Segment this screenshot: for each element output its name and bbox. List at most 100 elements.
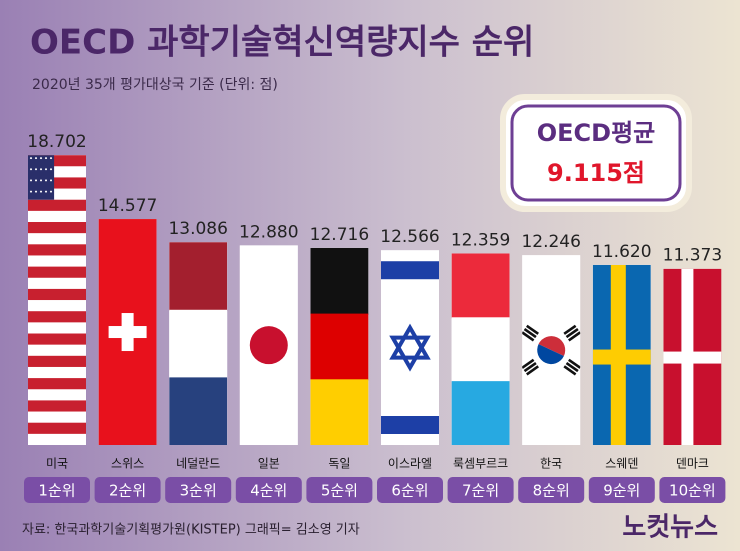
- rank-label: 6순위: [391, 482, 428, 500]
- flag-part: [28, 300, 86, 312]
- rank-label: 7순위: [462, 482, 499, 500]
- flag-part: [28, 311, 86, 323]
- logo: 노컷뉴스: [622, 513, 718, 543]
- flag: [451, 253, 510, 445]
- flag-part: [565, 328, 579, 339]
- flag-part: [50, 179, 52, 182]
- flag-part: [563, 365, 577, 376]
- flag-part: [451, 381, 510, 445]
- flag-part: [28, 288, 86, 301]
- flag-part: [381, 261, 439, 280]
- flag-part: [526, 324, 539, 335]
- flag: [310, 247, 369, 445]
- rank-pill: [518, 477, 585, 503]
- flag-part: [28, 277, 86, 290]
- flag-part: [35, 168, 37, 171]
- flag-part: [28, 155, 55, 200]
- flag-part: [108, 326, 147, 339]
- x-tick-label: 스웨덴: [605, 457, 638, 471]
- flag-part: [40, 179, 42, 182]
- rank-label: 8순위: [533, 482, 570, 500]
- flag-part: [28, 166, 86, 178]
- flag-part: [28, 366, 86, 379]
- flag-part: [523, 362, 537, 373]
- flag-part: [50, 168, 52, 171]
- source: 자료: 한국과학기술기획평가원(KISTEP) 그래픽= 김소영 기자: [22, 523, 360, 538]
- flag-part: [681, 268, 694, 445]
- flag-part: [30, 190, 32, 193]
- x-tick-label: 덴마크: [676, 457, 709, 471]
- flag-part: [310, 247, 369, 315]
- value-label: 13.086: [168, 219, 227, 239]
- flag-part: [28, 378, 86, 390]
- x-tick-label: 한국: [540, 457, 562, 471]
- flag-part: [610, 264, 626, 445]
- flag-part: [28, 199, 86, 212]
- rank-pill: [306, 477, 373, 503]
- flag: [28, 155, 86, 446]
- flag-part: [40, 157, 42, 160]
- flag-part: [169, 242, 228, 311]
- flag-part: [30, 157, 32, 160]
- rank-pill: [94, 477, 161, 503]
- rank-pill: [588, 477, 655, 503]
- flag-part: [28, 244, 86, 256]
- flag-part: [50, 190, 52, 193]
- rank-pill: [24, 477, 90, 503]
- x-tick-label: 이스라엘: [388, 457, 432, 471]
- rank-label: 2순위: [109, 482, 146, 500]
- flag-part: [522, 358, 535, 369]
- flag-part: [28, 333, 86, 345]
- flag-part: [28, 233, 86, 245]
- flag: [98, 219, 157, 445]
- flag: [169, 242, 228, 445]
- flag-part: [28, 433, 86, 446]
- chart-subtitle: 2020년 35개 평가대상국 기준 (단위: 점): [32, 77, 278, 93]
- value-label: 18.702: [27, 132, 86, 152]
- flag-part: [35, 179, 37, 182]
- rank-pill: [447, 477, 514, 503]
- rank-pill: [659, 477, 726, 503]
- rank-label: 4순위: [250, 482, 287, 500]
- average-box: [510, 104, 682, 202]
- x-tick-label: 독일: [328, 457, 350, 471]
- rank-pill: [235, 477, 302, 503]
- value-label: 14.577: [98, 196, 157, 216]
- rank-pill: [165, 477, 232, 503]
- flag-part: [28, 188, 86, 201]
- flag-part: [526, 365, 539, 376]
- flag-part: [451, 317, 510, 383]
- flag-part: [30, 168, 32, 171]
- flag-part: [565, 362, 579, 373]
- x-tick-label: 룩셈부르크: [453, 457, 508, 471]
- value-label: 12.716: [310, 225, 369, 245]
- flag-part: [40, 168, 42, 171]
- flag: [381, 250, 439, 445]
- value-label: 11.620: [592, 242, 651, 262]
- flag-part: [523, 328, 537, 339]
- chart-title: OECD 과학기술혁신역량지수 순위: [30, 23, 534, 63]
- flag-part: [537, 344, 564, 365]
- x-tick-label: 미국: [46, 457, 68, 471]
- value-label: 12.566: [380, 227, 439, 247]
- rank-label: 1순위: [38, 482, 75, 500]
- flag-part: [310, 379, 369, 445]
- flag-part: [28, 322, 86, 334]
- rank-label: 10순위: [669, 482, 716, 500]
- flag-part: [28, 355, 86, 368]
- flag-part: [28, 422, 86, 435]
- flag-part: [28, 155, 86, 167]
- value-label: 12.359: [451, 230, 510, 250]
- flag-part: [28, 266, 86, 279]
- flag-part: [28, 210, 86, 223]
- flag-part: [28, 344, 86, 357]
- flag-part: [28, 411, 86, 424]
- flag-part: [310, 313, 369, 381]
- flag-part: [45, 179, 47, 182]
- flag: [663, 268, 722, 445]
- flag-part: [28, 400, 86, 412]
- flag-part: [522, 331, 535, 342]
- value-label: 12.880: [239, 222, 298, 242]
- rank-pill: [377, 477, 443, 503]
